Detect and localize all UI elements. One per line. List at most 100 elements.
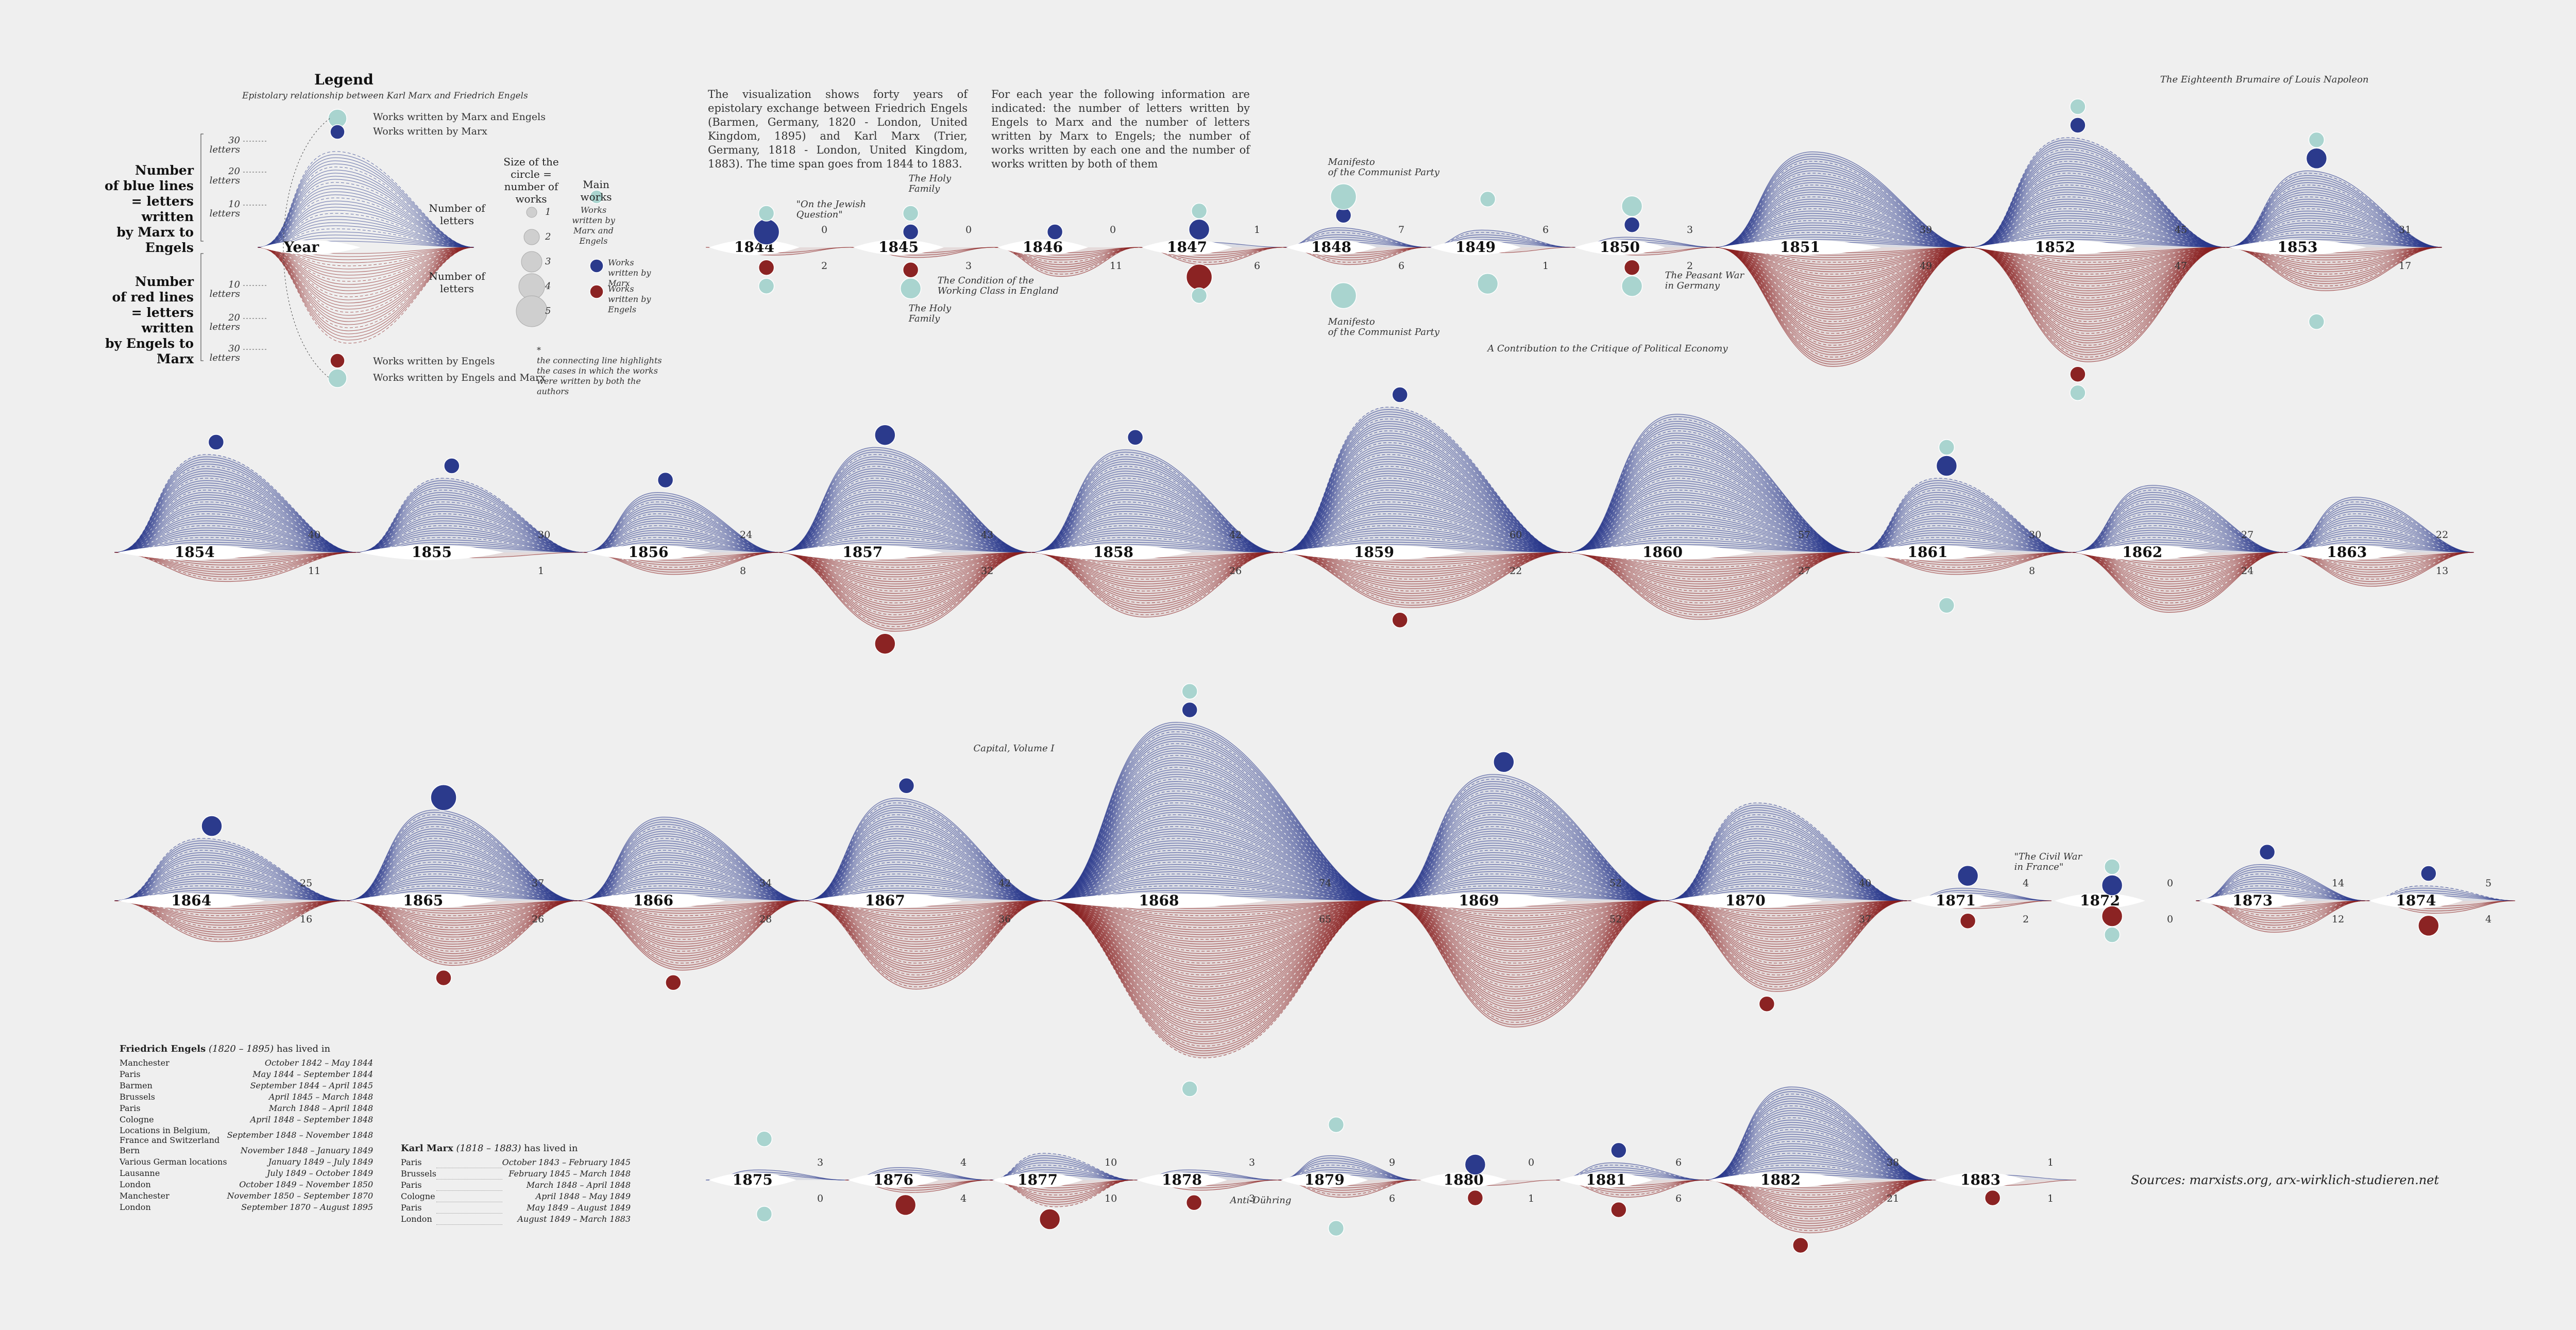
marx-letter-line: [1278, 509, 1568, 553]
marx-letter-line: [1855, 525, 2073, 553]
engels-residence-period: September 1848 – November 1848: [227, 1130, 374, 1140]
marx-residence-table: Paris October 1843 – February 1845 Brussel…: [401, 1157, 631, 1225]
marx-count: 4: [960, 1157, 967, 1168]
marx-letter-line: [2283, 528, 2475, 553]
marx-area: [1031, 449, 1279, 552]
legend-engels-line: [257, 247, 474, 266]
legend-engels-line: [257, 247, 474, 322]
marx-letter-line: [583, 530, 779, 553]
marx-letter-line: [356, 485, 584, 553]
marx-letter-line: [356, 525, 584, 553]
marx-letter-line: [1278, 473, 1568, 553]
engels-letter-line: [1386, 900, 1666, 916]
engels-letter-line: [346, 900, 579, 937]
marx-letter-line: [356, 523, 584, 553]
marx-count: 1: [2047, 1157, 2054, 1168]
marx-letter-line: [583, 532, 779, 553]
marx-letter-line: [1855, 511, 2073, 553]
engels-area: [578, 901, 805, 970]
marx-letter-line: [1386, 843, 1666, 901]
engels-letter-line: [1031, 552, 1279, 608]
engels-letter-line: [1046, 900, 1387, 1002]
engels-letter-line: [778, 552, 1032, 603]
engels-residence-place: London: [120, 1202, 151, 1212]
marx-letter-line: [1046, 866, 1387, 901]
engels-letter-line: [1715, 247, 1971, 313]
year-lens: [1050, 893, 1268, 908]
marx-letter-line: [778, 523, 1032, 553]
marx-letter-line: [1278, 525, 1568, 553]
marx-letter-line: [1665, 821, 1908, 901]
engels-letter-line: [1046, 900, 1387, 925]
marx-letter-line: [346, 823, 579, 901]
marx-letter-line: [346, 881, 579, 901]
marx-letter-line: [804, 831, 1047, 901]
engels-letter-line: [1031, 552, 1279, 577]
work-circle: [1984, 1189, 2001, 1206]
engels-letter-line: [2072, 552, 2284, 601]
engels-count: 52: [1609, 914, 1622, 925]
marx-letter-line: [1715, 170, 1971, 248]
engels-residence-place: Manchester: [120, 1058, 170, 1068]
marx-letter-line: [804, 817, 1047, 901]
engels-letter-line: [1386, 900, 1666, 1011]
marx-letter-line: [1278, 407, 1568, 553]
engels-letter-line: [1715, 247, 1971, 308]
marx-letter-line: [356, 518, 584, 553]
engels-letter-line: [1046, 900, 1387, 940]
engels-residence-period: January 1849 – July 1849: [268, 1157, 374, 1167]
engels-letter-line: [778, 552, 1032, 627]
marx-letter-line: [1046, 835, 1387, 901]
marx-letter-line: [1046, 826, 1387, 901]
engels-letter-line: [804, 900, 1047, 933]
marx-letter-line: [114, 485, 357, 553]
marx-count: 9: [1389, 1157, 1395, 1168]
marx-letter-line: [2072, 501, 2284, 553]
legend-works-both-top: Works written by Marx and Engels: [373, 111, 546, 123]
marx-letter-line: [114, 871, 347, 901]
marx-letter-line: [114, 847, 347, 901]
engels-count: 16: [300, 914, 312, 925]
engels-letter-line: [578, 900, 805, 942]
work-circle: [900, 278, 922, 299]
marx-count: 0: [1110, 224, 1116, 235]
marx-letter-line: [1046, 840, 1387, 901]
engels-letter-line: [1665, 900, 1908, 980]
marx-letter-line: [1705, 1103, 1933, 1181]
engels-letter-line: [1705, 1180, 1933, 1215]
engels-letter-line: [1386, 900, 1666, 1023]
legend-engels-line: [257, 247, 474, 307]
legend-size-item: 3: [521, 251, 551, 273]
year-lens: [1035, 545, 1192, 560]
engels-letter-line: [1282, 247, 1428, 263]
engels-letter-line: [1046, 900, 1387, 1042]
marx-residence-leader: [436, 1168, 502, 1180]
engels-area: [114, 552, 357, 582]
work-circle: [2104, 858, 2121, 875]
marx-letter-line: [1855, 506, 2073, 553]
marx-residence-title: Karl Marx (1818 – 1883) has lived in: [401, 1143, 631, 1154]
marx-letter-line: [356, 497, 584, 553]
marx-letter-line: [989, 1160, 1134, 1181]
marx-letter-line: [1278, 454, 1568, 553]
engels-letter-line: [1386, 900, 1666, 947]
marx-letter-line: [1427, 232, 1572, 248]
work-circle: [1467, 1189, 1484, 1206]
marx-letter-line: [346, 876, 579, 901]
legend-connecting-note-text: the connecting line highlights the cases…: [537, 356, 662, 396]
year-label: 1852: [2035, 239, 2075, 256]
engels-letter-line: [778, 552, 1032, 630]
engels-letter-line: [1970, 247, 2226, 270]
marx-letter-line: [1386, 845, 1666, 901]
marx-letter-line: [1567, 487, 1856, 553]
engels-letter-line: [1046, 900, 1387, 985]
legend-engels-line: [257, 247, 474, 304]
marx-letter-line: [1567, 520, 1856, 553]
work-circle: [2101, 874, 2123, 896]
legend-tick-number: 10: [228, 199, 240, 210]
year-label: 1856: [629, 544, 669, 561]
